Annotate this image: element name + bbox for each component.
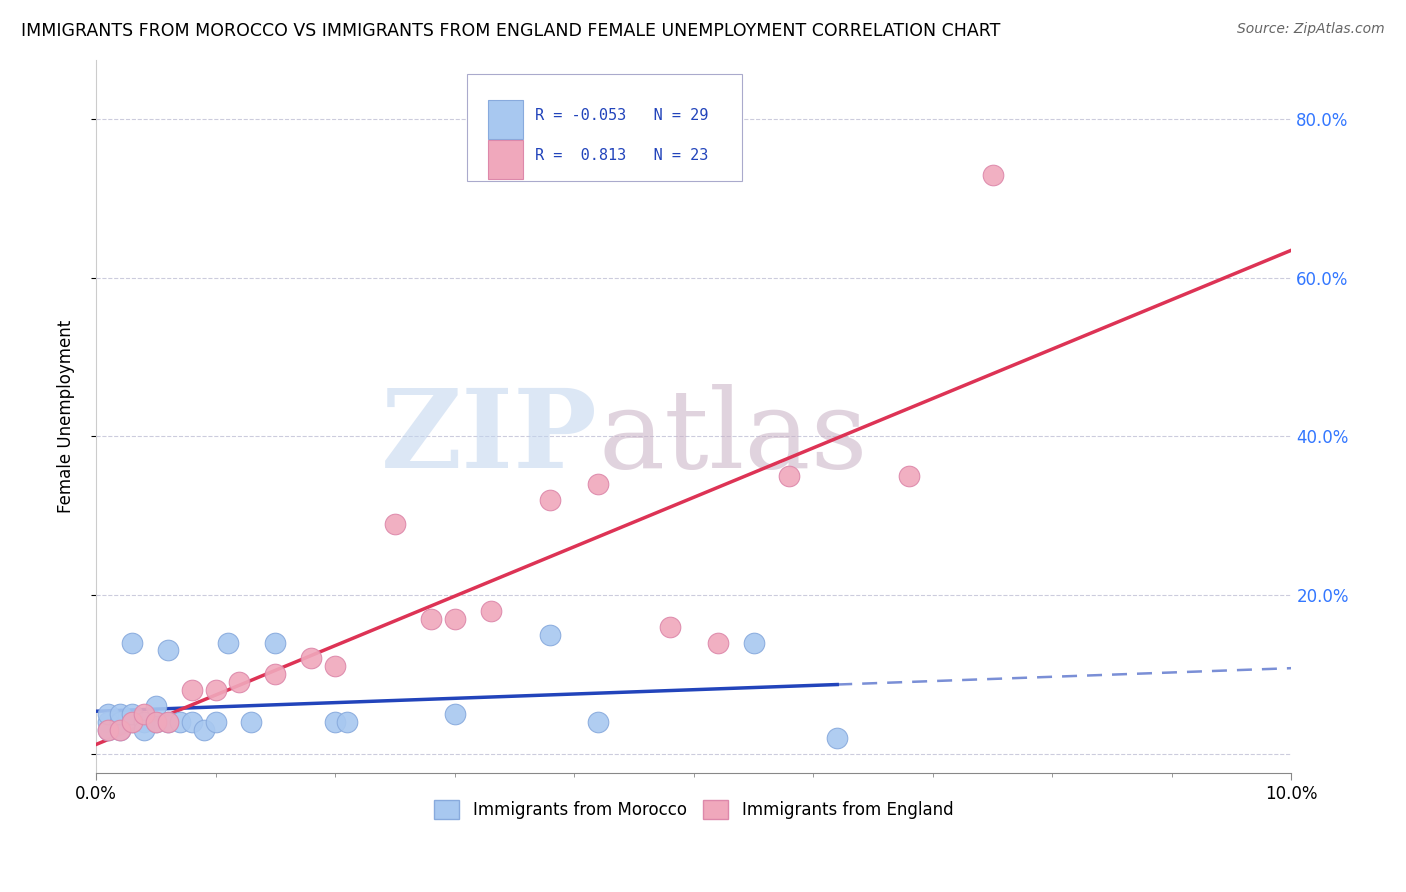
Point <box>204 714 226 729</box>
Point <box>132 723 155 737</box>
Point <box>97 714 120 729</box>
Point <box>264 667 287 681</box>
Point <box>121 714 143 729</box>
Point <box>479 604 502 618</box>
Point <box>97 723 120 737</box>
Point <box>443 706 465 721</box>
Point <box>538 627 561 641</box>
Text: R = -0.053   N = 29: R = -0.053 N = 29 <box>534 108 709 123</box>
Point <box>825 731 848 745</box>
Text: atlas: atlas <box>598 384 868 491</box>
Point <box>156 643 179 657</box>
Point <box>240 714 263 729</box>
Point <box>778 469 800 483</box>
Point <box>121 714 143 729</box>
Point <box>323 714 346 729</box>
Point <box>156 714 179 729</box>
Point <box>108 714 131 729</box>
Point <box>180 714 202 729</box>
Point <box>108 723 131 737</box>
Point <box>132 706 155 721</box>
Point <box>742 635 765 649</box>
Point <box>706 635 728 649</box>
Point <box>443 612 465 626</box>
Text: IMMIGRANTS FROM MOROCCO VS IMMIGRANTS FROM ENGLAND FEMALE UNEMPLOYMENT CORRELATI: IMMIGRANTS FROM MOROCCO VS IMMIGRANTS FR… <box>21 22 1001 40</box>
Point <box>419 612 441 626</box>
Point <box>97 723 120 737</box>
Point <box>145 714 167 729</box>
Point <box>981 168 1004 182</box>
Point <box>384 516 406 531</box>
Point <box>121 635 143 649</box>
Point <box>97 706 120 721</box>
Point <box>897 469 920 483</box>
Point <box>586 477 609 491</box>
Text: Source: ZipAtlas.com: Source: ZipAtlas.com <box>1237 22 1385 37</box>
Point <box>264 635 287 649</box>
Point <box>538 492 561 507</box>
FancyBboxPatch shape <box>467 74 741 181</box>
Legend: Immigrants from Morocco, Immigrants from England: Immigrants from Morocco, Immigrants from… <box>427 794 960 826</box>
Point <box>145 698 167 713</box>
FancyBboxPatch shape <box>488 140 523 178</box>
Point <box>108 723 131 737</box>
Point <box>228 675 250 690</box>
Point <box>180 683 202 698</box>
Point <box>323 659 346 673</box>
Point <box>193 723 215 737</box>
Point <box>132 714 155 729</box>
Point <box>217 635 239 649</box>
Point <box>658 620 681 634</box>
Point <box>204 683 226 698</box>
Y-axis label: Female Unemployment: Female Unemployment <box>58 320 75 513</box>
Point <box>156 714 179 729</box>
Text: R =  0.813   N = 23: R = 0.813 N = 23 <box>534 148 709 163</box>
Point <box>336 714 359 729</box>
FancyBboxPatch shape <box>488 100 523 138</box>
Text: ZIP: ZIP <box>381 384 598 491</box>
Point <box>169 714 191 729</box>
Point <box>108 706 131 721</box>
Point <box>586 714 609 729</box>
Point <box>299 651 322 665</box>
Point <box>121 706 143 721</box>
Point <box>145 714 167 729</box>
